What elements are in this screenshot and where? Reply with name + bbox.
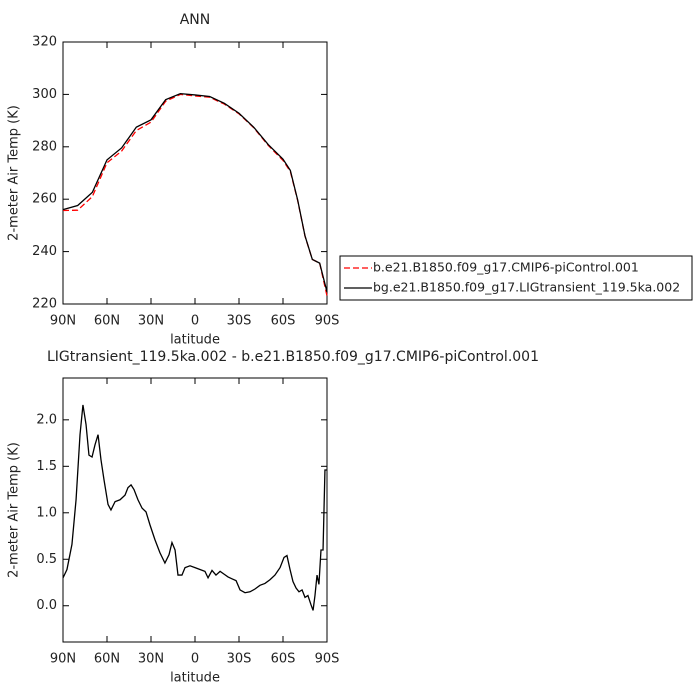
x-tick-label: 90S xyxy=(315,314,340,329)
x-tick-label: 60S xyxy=(271,652,296,667)
data-line xyxy=(62,92,328,293)
x-tick-label: 90N xyxy=(50,314,76,329)
legend-box xyxy=(339,255,693,301)
x-tick-label: 30S xyxy=(227,652,252,667)
legend-label: bg.e21.B1850.f09_g17.LIGtransient_119.5k… xyxy=(373,280,680,295)
y-tick-label: 280 xyxy=(32,139,57,154)
legend-label: b.e21.B1850.f09_g17.CMIP6-piControl.001 xyxy=(373,260,639,275)
x-tick-label: 0 xyxy=(191,314,199,329)
y-tick-label: 220 xyxy=(32,297,57,312)
y-tick-label: 0.5 xyxy=(36,552,57,567)
plot-frame xyxy=(62,41,328,305)
y-tick-label: 300 xyxy=(32,87,57,102)
x-tick-label: 60S xyxy=(271,314,296,329)
x-tick-label: 0 xyxy=(191,652,199,667)
y-tick-label: 240 xyxy=(32,244,57,259)
y-tick-label: 260 xyxy=(32,192,57,207)
y-tick-label: 0.0 xyxy=(36,598,57,613)
chart-title: LIGtransient_119.5ka.002 - b.e21.B1850.f… xyxy=(47,349,539,365)
x-axis-label: latitude xyxy=(170,671,220,686)
y-tick-label: 2.0 xyxy=(36,412,57,427)
x-tick-label: 60N xyxy=(94,652,120,667)
y-axis-label: 2-meter Air Temp (K) xyxy=(7,442,22,578)
plot-frame xyxy=(62,377,328,643)
y-tick-label: 320 xyxy=(32,35,57,50)
x-axis-label: latitude xyxy=(170,333,220,348)
x-tick-label: 90N xyxy=(50,652,76,667)
chart-title: ANN xyxy=(180,12,211,28)
data-line xyxy=(62,404,327,611)
y-axis-label: 2-meter Air Temp (K) xyxy=(7,105,22,241)
x-tick-label: 30N xyxy=(138,652,164,667)
data-line xyxy=(62,93,328,297)
y-tick-label: 1.5 xyxy=(36,459,57,474)
x-tick-label: 30N xyxy=(138,314,164,329)
x-tick-label: 60N xyxy=(94,314,120,329)
x-tick-label: 30S xyxy=(227,314,252,329)
x-tick-label: 90S xyxy=(315,652,340,667)
y-tick-label: 1.0 xyxy=(36,505,57,520)
